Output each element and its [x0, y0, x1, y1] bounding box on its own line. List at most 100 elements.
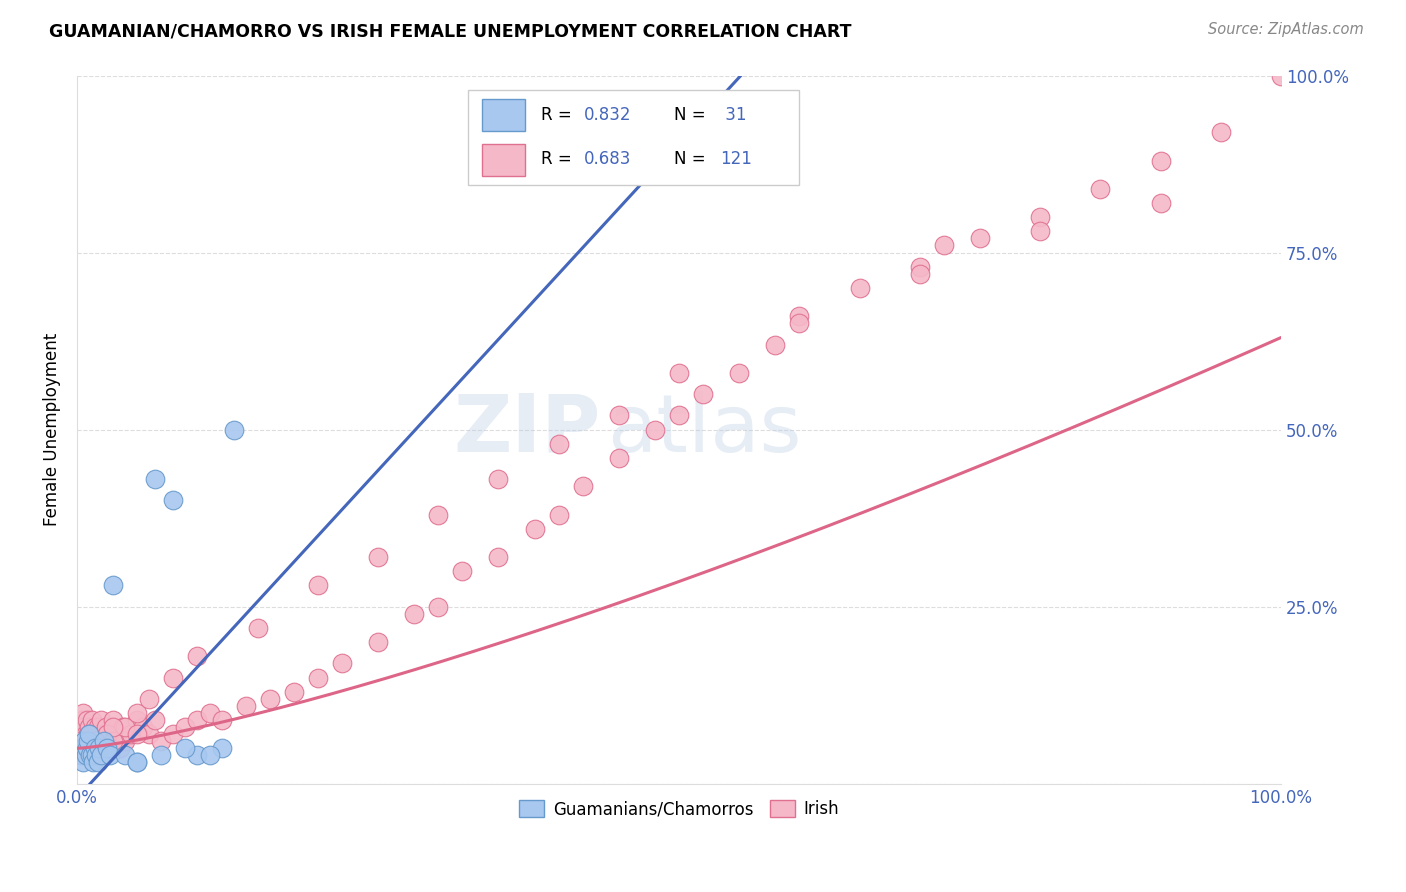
Point	[932, 238, 955, 252]
Point	[162, 671, 184, 685]
Point	[607, 409, 630, 423]
Point	[114, 720, 136, 734]
Point	[246, 621, 269, 635]
Point	[107, 727, 129, 741]
Point	[186, 649, 208, 664]
Point	[96, 727, 118, 741]
Point	[143, 713, 166, 727]
Point	[969, 231, 991, 245]
Point	[87, 727, 110, 741]
Point	[90, 713, 112, 727]
Point	[80, 713, 103, 727]
Point	[76, 741, 98, 756]
Point	[908, 267, 931, 281]
Point	[367, 550, 389, 565]
Point	[1029, 224, 1052, 238]
Point	[91, 734, 114, 748]
Point	[103, 713, 125, 727]
Point	[198, 748, 221, 763]
Point	[94, 720, 117, 734]
Point	[75, 748, 97, 763]
Point	[547, 437, 569, 451]
Point	[84, 748, 107, 763]
Point	[86, 756, 108, 770]
Point	[127, 713, 149, 727]
Point	[69, 734, 91, 748]
Point	[69, 734, 91, 748]
Point	[90, 748, 112, 763]
Point	[127, 756, 149, 770]
Point	[488, 550, 510, 565]
Text: ZIP: ZIP	[454, 391, 600, 468]
Point	[76, 734, 98, 748]
Point	[77, 727, 100, 741]
Point	[1270, 69, 1292, 83]
Point	[75, 741, 97, 756]
Y-axis label: Female Unemployment: Female Unemployment	[44, 333, 60, 526]
Text: GUAMANIAN/CHAMORRO VS IRISH FEMALE UNEMPLOYMENT CORRELATION CHART: GUAMANIAN/CHAMORRO VS IRISH FEMALE UNEMP…	[49, 22, 852, 40]
Point	[1149, 196, 1171, 211]
Point	[259, 691, 281, 706]
Point	[87, 734, 110, 748]
Point	[127, 727, 149, 741]
Point	[763, 337, 786, 351]
Point	[127, 706, 149, 720]
Point	[93, 734, 115, 748]
Point	[72, 756, 94, 770]
Point	[79, 748, 101, 763]
Point	[330, 657, 353, 671]
Point	[138, 691, 160, 706]
Point	[86, 720, 108, 734]
Point	[77, 734, 100, 748]
Point	[211, 713, 233, 727]
Point	[75, 727, 97, 741]
Point	[77, 741, 100, 756]
Point	[307, 671, 329, 685]
Point	[103, 578, 125, 592]
Point	[1149, 153, 1171, 168]
Point	[404, 607, 426, 621]
Point	[76, 713, 98, 727]
Point	[198, 706, 221, 720]
Point	[69, 741, 91, 756]
Point	[77, 748, 100, 763]
Point	[84, 741, 107, 756]
Point	[162, 727, 184, 741]
Point	[93, 727, 115, 741]
Point	[80, 748, 103, 763]
Point	[77, 734, 100, 748]
Point	[103, 734, 125, 748]
Point	[235, 698, 257, 713]
Point	[186, 748, 208, 763]
Legend: Guamanians/Chamorros, Irish: Guamanians/Chamorros, Irish	[513, 794, 845, 825]
Point	[72, 734, 94, 748]
Point	[70, 713, 93, 727]
Point	[82, 734, 104, 748]
Point	[222, 423, 245, 437]
Point	[100, 741, 122, 756]
Point	[571, 479, 593, 493]
Point	[98, 748, 121, 763]
Point	[150, 748, 173, 763]
Point	[73, 734, 96, 748]
Point	[668, 409, 690, 423]
Point	[70, 727, 93, 741]
Point	[110, 741, 132, 756]
Point	[96, 741, 118, 756]
Point	[132, 720, 155, 734]
Point	[692, 387, 714, 401]
Point	[174, 720, 197, 734]
Point	[1209, 125, 1232, 139]
Point	[86, 748, 108, 763]
Point	[77, 727, 100, 741]
Point	[72, 706, 94, 720]
Point	[114, 734, 136, 748]
Point	[150, 734, 173, 748]
Point	[69, 741, 91, 756]
Point	[644, 423, 666, 437]
Point	[138, 727, 160, 741]
Point	[87, 741, 110, 756]
Point	[75, 748, 97, 763]
Point	[89, 741, 111, 756]
Point	[70, 748, 93, 763]
